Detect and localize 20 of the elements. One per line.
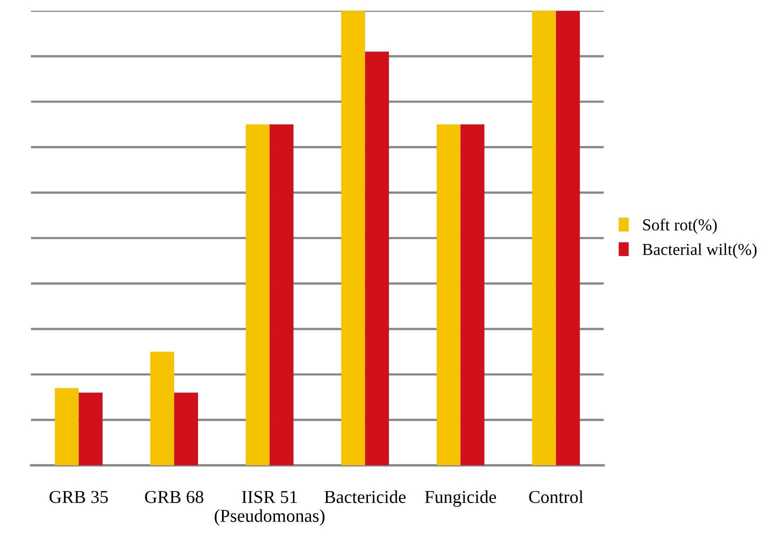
x-tick-label: Control <box>529 490 584 504</box>
bar <box>174 392 198 466</box>
x-tick-label: GRB 68 <box>145 490 204 504</box>
bar <box>246 124 270 466</box>
bar <box>436 124 461 466</box>
bar <box>556 10 580 466</box>
x-tick-label: Bactericide <box>324 490 406 504</box>
x-tick-label: IISR 51 (Pseudomonas) <box>214 490 324 526</box>
legend-label: Bacterial wilt(%) <box>642 243 757 258</box>
bar <box>532 10 556 466</box>
bar <box>341 10 366 466</box>
bar <box>78 392 103 466</box>
x-tick-label: Fungicide <box>424 490 496 507</box>
bar <box>365 52 389 466</box>
bar <box>150 352 174 466</box>
legend-label: Soft rot(%) <box>643 218 717 234</box>
x-tick-label: GRB 35 <box>50 490 108 504</box>
bar <box>270 124 294 466</box>
bar <box>460 124 484 466</box>
bar <box>54 388 79 466</box>
